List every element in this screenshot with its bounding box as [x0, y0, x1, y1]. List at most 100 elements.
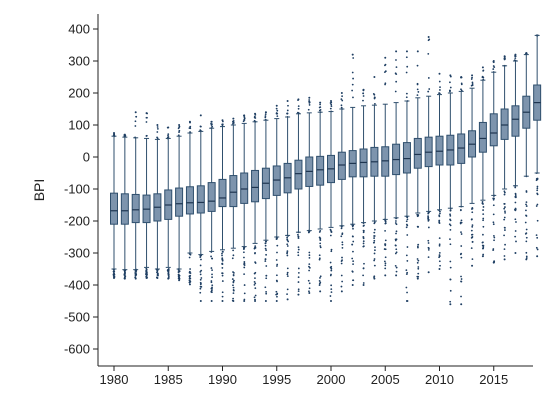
outlier-point — [416, 258, 419, 260]
outlier-point — [318, 284, 321, 286]
outlier-point — [351, 71, 354, 74]
outlier-point — [329, 228, 332, 231]
outlier-point — [351, 53, 354, 56]
outlier-point — [243, 300, 246, 302]
outlier-point — [482, 213, 485, 216]
outlier-point — [243, 117, 246, 120]
outlier-point — [449, 219, 452, 222]
outlier-point — [383, 260, 386, 263]
outlier-point — [265, 249, 268, 252]
outlier-point — [275, 279, 278, 282]
outlier-point — [253, 246, 256, 249]
y-tick-label: 200 — [68, 86, 90, 101]
outlier-point — [286, 288, 289, 291]
outlier-point — [265, 274, 268, 277]
outlier-point — [471, 207, 474, 210]
outlier-point — [536, 203, 539, 206]
outliers-2014 — [481, 66, 485, 258]
outlier-point — [297, 237, 300, 239]
outlier-point — [134, 111, 137, 114]
outlier-point — [308, 99, 311, 101]
outlier-point — [319, 246, 322, 249]
outlier-point — [156, 126, 159, 128]
outlier-point — [232, 122, 235, 124]
outlier-point — [503, 248, 506, 251]
outlier-point — [308, 104, 311, 106]
outlier-point — [395, 59, 397, 61]
outlier-point — [276, 251, 278, 254]
outlier-point — [319, 242, 322, 245]
outlier-point — [427, 248, 430, 251]
box-2018 — [522, 54, 531, 177]
outlier-point — [308, 292, 311, 294]
outlier-point — [439, 86, 441, 89]
outlier-point — [351, 83, 354, 86]
outlier-point — [308, 290, 310, 293]
outlier-point — [373, 258, 376, 260]
outlier-point — [471, 225, 474, 228]
outliers-2006 — [394, 50, 398, 277]
x-tick-label: 1990 — [208, 372, 237, 387]
outlier-point — [515, 240, 517, 243]
outlier-point — [405, 226, 408, 229]
outlier-point — [417, 259, 420, 262]
outlier-point — [438, 244, 441, 247]
outlier-point — [416, 94, 419, 96]
outlier-point — [482, 206, 485, 208]
outlier-point — [417, 266, 420, 268]
outlier-point — [167, 273, 170, 276]
outlier-point — [504, 226, 506, 229]
outlier-point — [254, 282, 257, 285]
box-1989 — [207, 127, 216, 252]
outlier-point — [188, 283, 191, 286]
outlier-point — [275, 300, 278, 302]
outlier-point — [286, 109, 289, 112]
outlier-point — [416, 50, 419, 53]
outlier-point — [221, 263, 224, 266]
outlier-point — [482, 247, 484, 250]
outliers-2004 — [372, 76, 376, 280]
outlier-point — [264, 244, 267, 247]
outlier-point — [449, 300, 452, 303]
outlier-point — [503, 191, 506, 194]
outlier-point — [427, 36, 430, 38]
outlier-point — [536, 236, 539, 239]
outlier-point — [362, 95, 365, 97]
outlier-point — [449, 243, 452, 246]
outlier-point — [221, 295, 224, 298]
box-iqr — [218, 178, 227, 208]
outliers-1987 — [188, 120, 192, 286]
outlier-point — [330, 273, 332, 276]
outlier-point — [232, 117, 235, 120]
box-2006 — [392, 102, 401, 219]
box-1988 — [196, 130, 205, 256]
outlier-point — [460, 295, 462, 298]
outlier-point — [308, 251, 311, 254]
outlier-point — [297, 107, 300, 110]
outliers-2007 — [405, 50, 409, 302]
outlier-point — [525, 52, 528, 54]
outlier-point — [406, 224, 409, 227]
outlier-point — [232, 286, 235, 289]
outlier-point — [178, 279, 181, 282]
outliers-2005 — [383, 56, 387, 277]
outlier-point — [352, 260, 355, 263]
outlier-point — [276, 263, 279, 266]
x-axis: 1980 1985 1990 1995 2000 2005 2010 2015 — [98, 365, 533, 387]
outlier-point — [363, 229, 365, 232]
outliers-2000 — [329, 100, 333, 302]
outlier-point — [525, 251, 528, 254]
outlier-point — [449, 81, 451, 84]
outlier-point — [221, 274, 224, 277]
outlier-point — [449, 86, 452, 89]
outlier-point — [319, 277, 321, 279]
outlier-point — [330, 284, 333, 287]
outlier-point — [318, 109, 321, 112]
outlier-point — [210, 120, 213, 123]
outlier-point — [373, 259, 376, 262]
outlier-point — [243, 114, 246, 117]
outlier-point — [340, 104, 343, 107]
outlier-point — [265, 277, 268, 280]
outlier-point — [319, 275, 322, 278]
